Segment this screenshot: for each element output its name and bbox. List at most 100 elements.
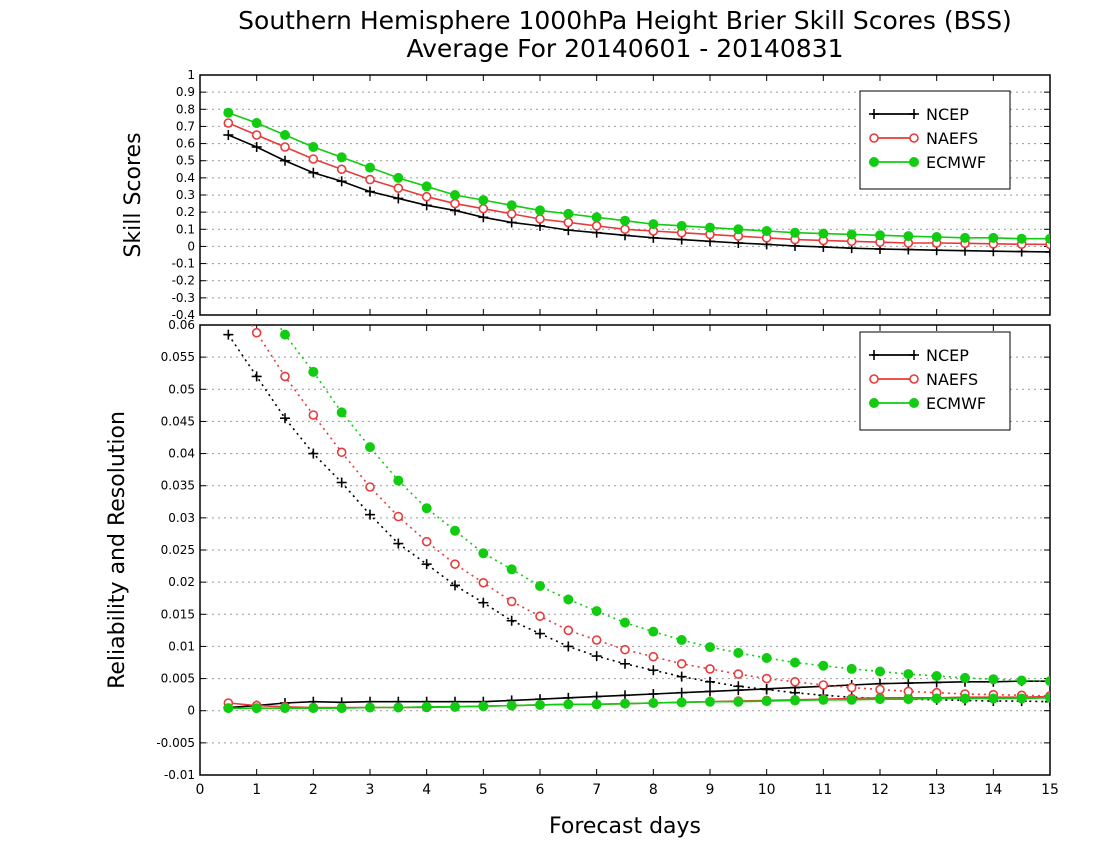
x-tick-label: 0 xyxy=(196,782,205,798)
data-point-naefs xyxy=(308,410,319,420)
data-point-ecmwf xyxy=(620,698,630,709)
y-tick-label: 0 xyxy=(187,704,195,718)
data-point-ecmwf xyxy=(393,702,404,713)
y-tick-label: 0.9 xyxy=(176,85,195,99)
data-point-ecmwf xyxy=(421,701,432,712)
data-point-ecmwf xyxy=(251,703,262,714)
y-tick-label: 1 xyxy=(187,68,195,82)
data-point-naefs xyxy=(450,198,460,209)
data-point-ncep xyxy=(308,448,319,459)
data-point-ncep xyxy=(1045,696,1050,707)
y-tick-label: 0.055 xyxy=(161,350,195,364)
data-point-ecmwf xyxy=(733,647,744,658)
x-tick-label: 14 xyxy=(984,782,1002,798)
data-point-ecmwf xyxy=(733,696,744,707)
data-point-ecmwf xyxy=(336,703,347,714)
data-point-ncep xyxy=(251,371,262,382)
data-point-ecmwf xyxy=(620,617,630,628)
data-point-ecmwf xyxy=(931,693,942,704)
data-point-ecmwf xyxy=(308,703,319,714)
data-point-ecmwf xyxy=(960,672,970,683)
x-tick-label: 4 xyxy=(422,782,431,798)
legend-label: NAEFS xyxy=(926,129,978,148)
data-point-naefs xyxy=(450,559,460,569)
data-point-ecmwf xyxy=(224,243,233,252)
data-point-ecmwf xyxy=(1045,692,1050,703)
legend-marker xyxy=(909,133,919,143)
legend-label: ECMWF xyxy=(926,394,986,413)
data-point-ncep xyxy=(620,658,630,669)
data-point-naefs xyxy=(620,224,630,235)
series-line-ncep-resolution xyxy=(227,334,1050,703)
series-line-ecmwf-resolution xyxy=(277,325,1050,682)
data-point-naefs xyxy=(478,203,489,214)
data-point-ecmwf xyxy=(280,703,290,714)
y-tick-label: 0.06 xyxy=(168,318,195,332)
y-tick-label: 0.7 xyxy=(176,119,195,133)
x-tick-label: 11 xyxy=(814,782,832,798)
data-point-ecmwf xyxy=(365,162,375,173)
data-point-ecmwf xyxy=(223,703,234,714)
top-panel: -0.4 -0.3 -0.2 -0.1 0 0.1 0.2 0.3 0.4 0.5 0.6 0.7 0.… xyxy=(121,68,1051,322)
legend-marker xyxy=(909,350,919,360)
data-point-ecmwf xyxy=(790,695,800,706)
data-point-ecmwf xyxy=(478,195,489,206)
legend-marker xyxy=(909,157,919,167)
data-point-ecmwf xyxy=(676,635,687,645)
series-group xyxy=(223,107,1050,257)
x-tick-label: 2 xyxy=(309,782,318,798)
data-point-ecmwf xyxy=(1016,233,1027,244)
data-point-naefs xyxy=(733,669,744,679)
data-point-ecmwf xyxy=(903,694,914,705)
x-tick-label: 7 xyxy=(592,782,601,798)
data-point-naefs xyxy=(648,651,659,662)
data-point-ecmwf xyxy=(365,702,375,713)
y-tick-label: -0.4 xyxy=(172,308,195,322)
data-point-ecmwf xyxy=(1045,676,1050,687)
legend-label: NCEP xyxy=(926,346,969,365)
data-point-ecmwf xyxy=(563,699,574,710)
data-point-ncep xyxy=(620,690,630,701)
data-point-ecmwf xyxy=(875,230,885,241)
y-tick-label: -0.005 xyxy=(156,736,195,750)
data-point-naefs xyxy=(421,191,432,202)
y-tick-label: 0.035 xyxy=(161,479,195,493)
data-point-naefs xyxy=(393,183,404,193)
data-point-ecmwf xyxy=(988,693,999,704)
data-point-ncep xyxy=(478,597,489,608)
data-point-naefs xyxy=(761,673,772,684)
data-point-ecmwf xyxy=(648,698,659,708)
data-point-ecmwf xyxy=(818,660,829,671)
x-tick-label: 15 xyxy=(1041,782,1059,798)
data-point-ecmwf xyxy=(846,663,857,674)
data-point-ecmwf xyxy=(846,694,857,705)
data-point-naefs xyxy=(506,209,517,219)
data-point-naefs xyxy=(224,286,232,294)
legend: NCEP NAEFS ECMWF xyxy=(859,331,1011,431)
data-point-ncep xyxy=(591,651,602,662)
data-point-ecmwf xyxy=(450,190,460,200)
data-point-ecmwf xyxy=(648,219,659,230)
data-point-naefs xyxy=(846,682,857,693)
x-tick-label: 1 xyxy=(252,782,261,798)
data-point-ecmwf xyxy=(308,366,319,377)
data-point-naefs xyxy=(280,371,290,382)
data-point-ecmwf xyxy=(591,699,602,710)
y-tick-label: -0.1 xyxy=(172,257,195,271)
data-point-ncep xyxy=(903,678,914,689)
data-point-ncep xyxy=(676,671,687,682)
data-point-naefs xyxy=(535,214,545,224)
data-point-ecmwf xyxy=(365,442,375,453)
data-point-ecmwf xyxy=(252,288,261,297)
data-point-ecmwf xyxy=(960,693,970,704)
data-point-ecmwf xyxy=(761,226,772,236)
x-axis-label: Forecast days xyxy=(549,814,701,839)
data-point-naefs xyxy=(620,644,630,655)
data-point-ecmwf xyxy=(336,152,347,163)
y-tick-label: 0.025 xyxy=(161,543,195,557)
series-line-ecmwf-reliability xyxy=(228,697,1050,709)
data-point-ncep xyxy=(761,684,772,695)
y-tick-label: 0.1 xyxy=(176,222,195,236)
data-point-ecmwf xyxy=(960,232,970,243)
series-group xyxy=(223,243,1050,714)
